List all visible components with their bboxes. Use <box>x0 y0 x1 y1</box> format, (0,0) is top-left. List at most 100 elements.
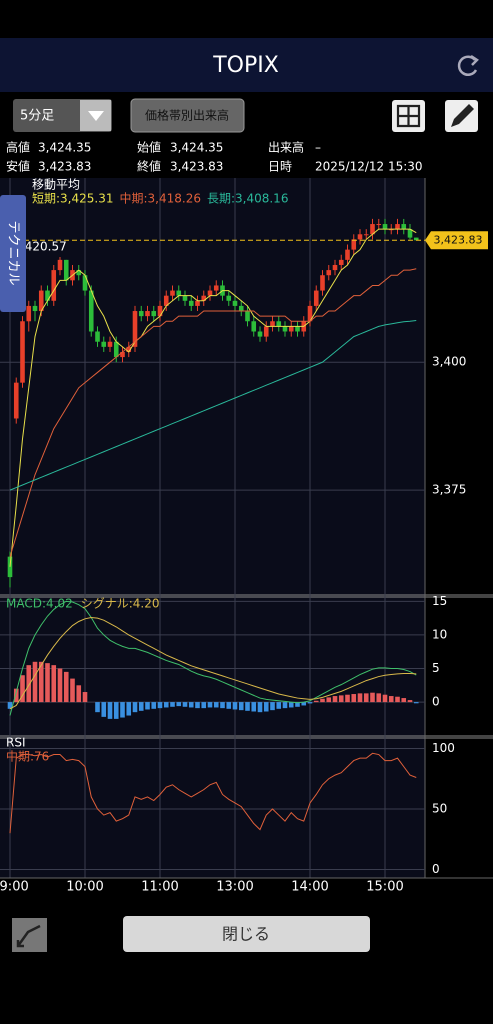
macd-histogram-bar <box>70 678 75 703</box>
info-value: 3,424.35 <box>170 141 223 155</box>
candle-body <box>101 341 107 347</box>
volume-profile-label[interactable]: 価格帯別出来高 <box>145 108 229 123</box>
candle-body <box>351 239 357 250</box>
info-label: 日時 <box>268 160 292 174</box>
dropdown-arrow[interactable] <box>88 111 104 121</box>
candle-body <box>245 311 250 322</box>
last-price-badge <box>425 231 488 250</box>
macd-histogram-bar <box>326 697 332 703</box>
macd-histogram-bar <box>357 693 363 703</box>
macd-histogram-bar <box>157 702 163 709</box>
candle-body <box>232 300 238 306</box>
candle-body <box>145 311 150 317</box>
macd-histogram-bar <box>307 702 313 704</box>
candle-body <box>201 295 207 301</box>
macd-histogram-bar <box>182 702 188 707</box>
candle-body <box>126 346 132 352</box>
macd-histogram-bar <box>413 702 419 704</box>
y-tick-label: 100 <box>432 741 455 755</box>
macd-histogram-bar <box>332 696 338 703</box>
info-value: 3,423.83 <box>170 160 223 174</box>
close-button-label[interactable]: 閉じる <box>222 925 270 944</box>
macd-histogram-bar <box>63 671 69 703</box>
close-button[interactable] <box>123 916 370 952</box>
macd-histogram-bar <box>45 663 50 703</box>
macd-histogram-bar <box>313 700 319 703</box>
candle-body <box>382 224 388 230</box>
y-tick-label: 3,375 <box>432 483 466 497</box>
candle-body <box>76 270 82 276</box>
macd-histogram-bar <box>82 692 88 703</box>
panel-title: RSI <box>6 736 26 750</box>
macd-histogram-bar <box>120 702 125 718</box>
candle-body <box>395 224 400 230</box>
technical-tab-label[interactable]: テクニカル <box>6 220 21 285</box>
x-tick-label: 13:00 <box>216 880 253 895</box>
x-tick-label: 10:00 <box>66 880 103 895</box>
candle-body <box>345 249 350 260</box>
candle-body <box>163 295 169 306</box>
macd-histogram-bar <box>207 702 213 708</box>
macd-histogram-bar <box>263 702 269 712</box>
macd-histogram-bar <box>38 661 44 703</box>
macd-histogram-bar <box>163 702 169 708</box>
back-arrow[interactable] <box>16 924 41 948</box>
candle-body <box>13 382 19 419</box>
macd-histogram-bar <box>95 702 100 713</box>
candle-body <box>338 259 344 265</box>
candle-body <box>213 285 219 291</box>
macd-histogram-bar <box>276 702 282 709</box>
volume-profile-button[interactable] <box>130 98 245 133</box>
info-label: 始値 <box>137 140 161 155</box>
macd-line <box>9 616 417 710</box>
candle-body <box>157 305 163 317</box>
info-value: 3,423.83 <box>38 160 91 174</box>
macd-histogram-bar <box>57 668 63 703</box>
candle-body <box>363 234 369 236</box>
info-value: 3,424.35 <box>38 141 91 155</box>
candle-body <box>82 275 88 291</box>
pencil-icon[interactable] <box>451 104 474 127</box>
candle-body <box>332 264 338 271</box>
moving-average-line <box>9 228 417 567</box>
candle-body <box>401 224 407 230</box>
macd-histogram-bar <box>401 698 407 703</box>
x-tick-label: 14:00 <box>291 880 328 895</box>
macd-histogram-bar <box>226 702 232 709</box>
moving-average-line <box>9 268 417 557</box>
macd-histogram-bar <box>363 693 369 703</box>
macd-histogram-bar <box>407 700 413 703</box>
refresh-arrow[interactable] <box>470 54 479 66</box>
macd-histogram-bar <box>26 665 32 703</box>
macd-histogram-bar <box>370 692 375 703</box>
candle-body <box>182 295 188 301</box>
candle-body <box>320 275 325 291</box>
macd-histogram-bar <box>32 661 38 703</box>
header-title: TOPIX <box>212 53 279 78</box>
technical-tab[interactable] <box>0 195 26 312</box>
candle-body <box>413 237 419 241</box>
candle-body <box>295 326 300 332</box>
last-price-label: 3,423.83 <box>434 233 483 246</box>
macd-histogram-bar <box>351 694 357 703</box>
candle-body <box>151 311 157 317</box>
interval-label[interactable]: 5分足 <box>20 109 54 124</box>
macd-histogram-bar <box>295 702 300 707</box>
macd-histogram-bar <box>201 702 207 709</box>
macd-histogram-bar <box>282 702 288 709</box>
candle-body <box>288 326 294 332</box>
candle-body <box>370 224 375 235</box>
candle-body <box>226 295 232 301</box>
refresh-icon[interactable] <box>457 54 479 76</box>
candle-body <box>313 290 319 306</box>
info-label: 高値 <box>6 140 30 155</box>
candle-body <box>51 270 57 301</box>
refresh-arc[interactable] <box>457 55 478 76</box>
legend-entry: MACD:4.02 <box>6 597 73 611</box>
y-tick-label: 10 <box>432 627 447 641</box>
legend-title: 移動平均 <box>32 178 80 192</box>
candle-body <box>326 270 332 276</box>
layout-icon[interactable] <box>396 104 421 128</box>
x-tick-label: 15:00 <box>366 880 403 895</box>
